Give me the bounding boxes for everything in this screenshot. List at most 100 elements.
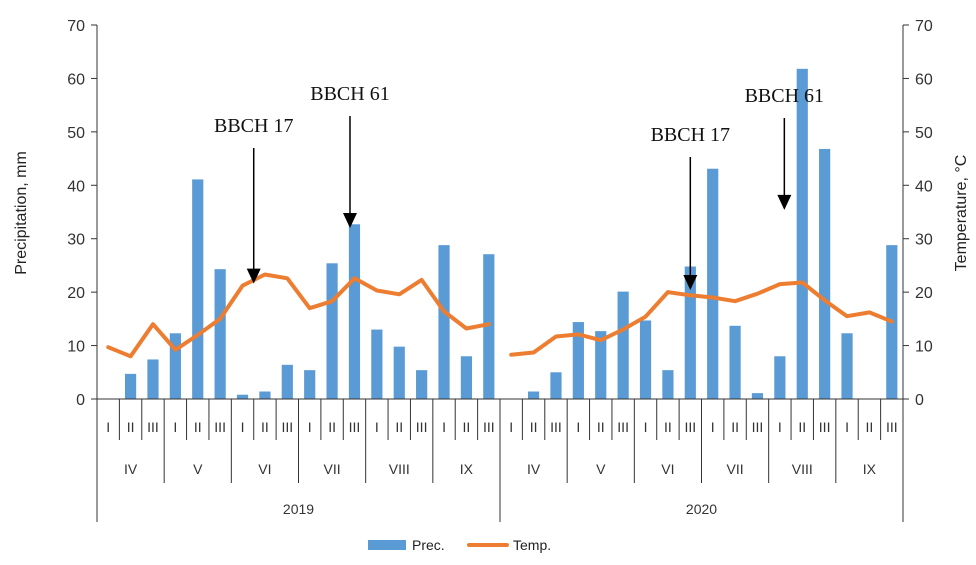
month-label: VII — [727, 461, 744, 477]
decade-label: III — [752, 419, 764, 435]
precipitation-bar — [796, 68, 808, 399]
decade-label: I — [711, 419, 715, 435]
decade-label: I — [845, 419, 849, 435]
y-tick-label-right: 60 — [915, 71, 933, 88]
precipitation-bar — [124, 373, 137, 399]
decade-label: II — [127, 419, 135, 435]
decade-label: II — [866, 419, 874, 435]
y-axis-title-left: Precipitation, mm — [13, 151, 30, 275]
decade-label: III — [684, 419, 696, 435]
decade-label: II — [194, 419, 202, 435]
annotation-label: BBCH 61 — [310, 83, 389, 105]
precipitation-bar — [236, 394, 249, 399]
precipitation-bar — [147, 359, 159, 399]
y-tick-label-right: 50 — [915, 125, 933, 142]
decade-label: II — [530, 419, 538, 435]
temperature-line-2019 — [106, 272, 491, 359]
month-label: VII — [324, 461, 341, 477]
precipitation-bar — [259, 391, 271, 399]
month-label: IX — [460, 461, 474, 477]
y-tick-label-left: 10 — [67, 339, 85, 356]
y-tick-label-right: 10 — [915, 339, 933, 356]
precipitation-bar — [214, 269, 226, 399]
decade-label: I — [778, 419, 782, 435]
month-label: VIII — [792, 461, 813, 477]
precipitation-bars — [124, 68, 898, 399]
decade-label: II — [731, 419, 739, 435]
legend: Prec. Temp. — [368, 537, 551, 553]
axes: 0 0 10 10 20 20 30 30 40 40 50 50 60 60 70 70 — [67, 18, 933, 409]
precipitation-bar — [707, 168, 719, 399]
y-tick-label-left: 20 — [67, 285, 85, 302]
annotation-arrow-head — [777, 194, 792, 210]
temperature-line — [106, 272, 894, 359]
decade-label: I — [576, 419, 580, 435]
annotation-arrow-head — [246, 268, 261, 284]
decade-label: II — [597, 419, 605, 435]
decade-label: I — [644, 419, 648, 435]
y-tick-label-right: 40 — [915, 178, 933, 195]
y-tick-label-left: 0 — [76, 392, 85, 409]
decade-label: I — [375, 419, 379, 435]
category-axis: I II III I II III I II III I II III I II III I II III I II I… — [96, 398, 904, 522]
legend-label-prec: Prec. — [412, 537, 445, 553]
y-tick-label-left: 50 — [67, 125, 85, 142]
annotation-label: BBCH 61 — [745, 85, 824, 107]
precipitation-bar — [281, 364, 293, 399]
month-label: V — [193, 461, 203, 477]
year-label: 2019 — [283, 501, 314, 517]
precipitation-bar — [595, 331, 607, 399]
decade-label: I — [241, 419, 245, 435]
decade-label: III — [819, 419, 831, 435]
month-label: VI — [258, 461, 271, 477]
year-label: 2020 — [686, 501, 717, 517]
y-tick-label-left: 30 — [67, 232, 85, 249]
annotations: BBCH 17 BBCH 61 BBCH 17 BBCH 61 — [214, 83, 824, 291]
precipitation-bar — [438, 245, 450, 399]
decade-label: II — [395, 419, 403, 435]
precipitation-bar — [729, 325, 741, 399]
decade-label: III — [147, 419, 159, 435]
decade-label: II — [463, 419, 471, 435]
decade-label: III — [416, 419, 428, 435]
decade-label: III — [886, 419, 898, 435]
decade-label: II — [261, 419, 269, 435]
y-tick-label-right: 0 — [915, 392, 924, 409]
decade-label: II — [664, 419, 672, 435]
decade-label: I — [308, 419, 312, 435]
y-tick-label-right: 70 — [915, 18, 933, 35]
decade-label: I — [509, 419, 513, 435]
decade-label: III — [349, 419, 361, 435]
y-tick-label-left: 70 — [67, 18, 85, 35]
legend-label-temp: Temp. — [513, 537, 551, 553]
y-tick-label-right: 20 — [915, 285, 933, 302]
precipitation-bar — [326, 263, 338, 399]
decade-label: III — [483, 419, 495, 435]
precipitation-bar — [192, 179, 204, 399]
precipitation-bar — [572, 322, 584, 399]
precipitation-bar — [460, 356, 473, 399]
decade-label: II — [798, 419, 806, 435]
precipitation-bar — [304, 370, 316, 399]
month-label: IV — [124, 461, 138, 477]
precipitation-bar — [684, 266, 696, 399]
precipitation-bar — [617, 291, 629, 399]
precipitation-bar — [169, 333, 181, 399]
precipitation-bar — [371, 329, 383, 399]
annotation-label: BBCH 17 — [651, 124, 730, 146]
decade-label: I — [106, 419, 110, 435]
month-label: V — [596, 461, 606, 477]
precipitation-bar — [662, 370, 674, 399]
annotation-arrow-head — [342, 213, 357, 229]
month-label: IX — [863, 461, 877, 477]
month-label: IV — [527, 461, 541, 477]
decade-label: I — [173, 419, 177, 435]
decade-label: III — [281, 419, 293, 435]
precipitation-bar — [483, 254, 495, 399]
y-tick-label-left: 40 — [67, 178, 85, 195]
annotation-arrow-head — [683, 275, 698, 291]
precipitation-bar — [550, 372, 562, 399]
decade-label: I — [442, 419, 446, 435]
month-label: VIII — [389, 461, 410, 477]
